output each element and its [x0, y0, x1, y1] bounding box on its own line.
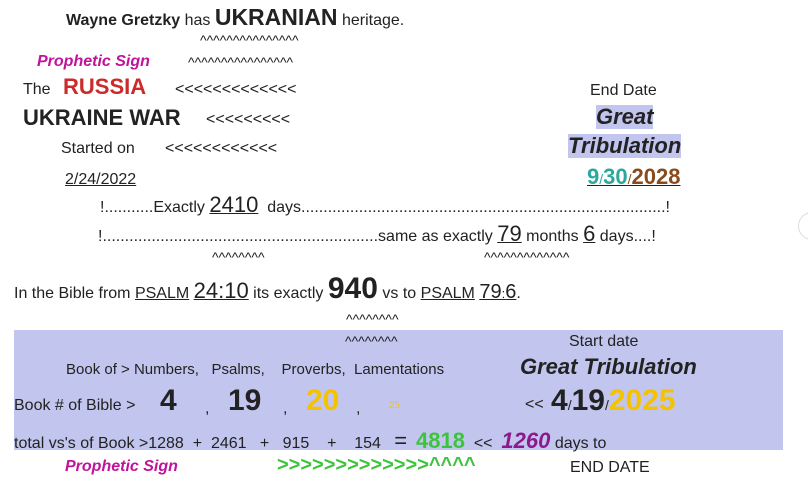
total: 915 [282, 435, 310, 452]
books-label: Book of > Numbers, Psalms, Proverbs, Lam… [66, 361, 445, 378]
book-number: 25 [389, 400, 401, 411]
tribulation: Tribulation [568, 133, 682, 158]
end: . [516, 285, 521, 302]
bible-line: In the Bible from PSALM 24:10 its exactl… [14, 274, 521, 304]
days-line: !...........Exactly 2410 days...........… [100, 194, 670, 216]
arrows: << [473, 435, 493, 452]
months-label: months [526, 228, 579, 245]
equals: = [394, 428, 408, 453]
start-date: 4/19/2025 [551, 386, 676, 416]
plus: + [327, 435, 337, 452]
month: 9 [587, 164, 600, 189]
total: 154 [354, 435, 381, 452]
chapter: 79 [479, 281, 502, 303]
prefix: In the Bible from [14, 285, 131, 302]
started-on: Started on [61, 140, 135, 157]
verb: has [184, 12, 211, 29]
carets: ^^^^^^^^ [346, 311, 399, 327]
days: 2410 [209, 192, 259, 217]
great-tribulation: Great Tribulation [520, 354, 697, 379]
totals-line: total vs's of Book >1288 + 2461 + 915 + … [14, 430, 606, 452]
sep: / [604, 397, 609, 413]
start-date: 2/24/2022 [65, 171, 137, 188]
comma: , [356, 400, 361, 417]
book: PSALM [134, 285, 190, 302]
rest: heritage. [341, 12, 405, 29]
great: Great [596, 104, 654, 129]
carets: ^^^^^^^^^^^^^^^^ [188, 54, 294, 70]
arrows: >>>>>>>>>>>>>^^^^ [277, 454, 476, 476]
colon: : [501, 286, 506, 301]
book-number-label: Book # of Bible > [14, 397, 136, 414]
prophetic-sign: Prophetic Sign [37, 53, 150, 70]
total: 1288 [148, 435, 184, 452]
suffix: days....! [599, 228, 656, 245]
vs-to: vs to [382, 285, 417, 302]
arrows: <<<<<<<<<<<<< [175, 81, 297, 98]
arrows: << [525, 396, 544, 413]
month: 4 [551, 384, 568, 417]
verse: 6 [505, 281, 517, 303]
name: Wayne Gretzky [66, 12, 181, 29]
nationality: UKRANIAN [214, 4, 338, 30]
comma: , [205, 400, 210, 417]
months: 79 [497, 221, 522, 246]
carets: ^^^^^^^^ [345, 333, 398, 349]
prefix: !.......................................… [98, 228, 493, 245]
headline: Wayne Gretzky has UKRANIAN heritage. [66, 6, 404, 29]
edge-circle [798, 212, 808, 240]
totals-label: total vs's of Book > [14, 435, 149, 452]
total: 2461 [210, 435, 247, 452]
book-number: 20 [306, 384, 340, 417]
carets: ^^^^^^^^ [212, 249, 265, 265]
months-line: !.......................................… [98, 223, 656, 245]
book-number: 4 [160, 384, 177, 417]
arrows: <<<<<<<<<<<< [165, 140, 278, 157]
year: 2028 [631, 164, 681, 189]
arrows: <<<<<<<<< [206, 111, 291, 128]
book-number: 19 [228, 384, 262, 417]
year: 2025 [608, 384, 676, 417]
days-to: days to [554, 435, 607, 452]
plus: + [259, 435, 270, 452]
day: 30 [603, 164, 628, 189]
days: 6 [583, 221, 596, 246]
suffix: days....................................… [267, 199, 670, 216]
table-band [14, 330, 783, 450]
day: 19 [571, 384, 605, 417]
sum: 4818 [415, 428, 465, 453]
days: 1260 [501, 428, 551, 453]
end-date-label: END DATE [570, 459, 650, 476]
book: PSALM [420, 285, 475, 302]
comma: , [283, 400, 288, 417]
carets: ^^^^^^^^^^^^^ [484, 249, 570, 265]
ukraine-war: UKRAINE WAR [23, 105, 181, 130]
sep: / [627, 171, 632, 187]
end-date: 9/30/2028 [587, 166, 680, 188]
prefix: !...........Exactly [100, 199, 205, 216]
sep: / [599, 171, 604, 187]
verses: 940 [327, 272, 378, 305]
carets: ^^^^^^^^^^^^^^^ [200, 32, 299, 48]
the: The [23, 81, 51, 98]
start-label: Start date [569, 333, 639, 350]
end-label: End Date [590, 82, 657, 99]
reference: 24:10 [193, 278, 249, 303]
prophetic-sign: Prophetic Sign [65, 458, 178, 475]
russia: RUSSIA [63, 74, 147, 99]
middle: its exactly [253, 285, 324, 302]
plus: + [192, 435, 203, 452]
sep: / [567, 397, 572, 413]
